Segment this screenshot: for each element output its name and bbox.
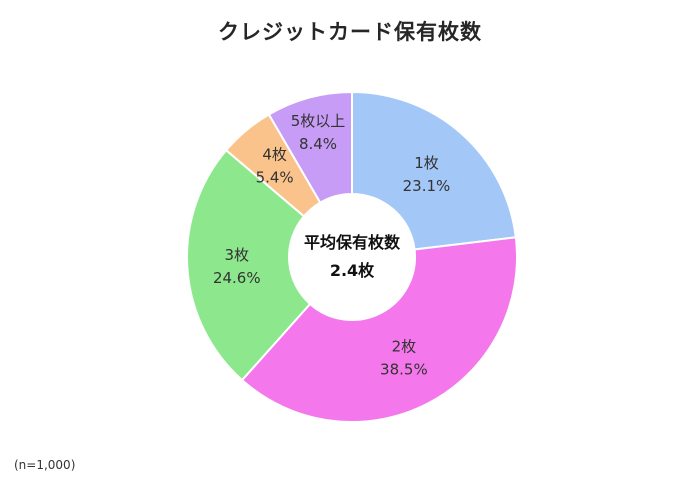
sample-size-note: (n=1,000): [14, 458, 76, 472]
slice-label-3: 3枚 24.6%: [213, 246, 261, 287]
pie-slice-1: [351, 91, 517, 251]
slice-label-4: 4枚 5.4%: [256, 146, 294, 187]
slice-label-2: 2枚 38.5%: [380, 337, 428, 378]
donut-center-label: 平均保有枚数 2.4枚: [304, 229, 400, 285]
slice-label-5: 5枚以上 8.4%: [291, 112, 346, 153]
pie-slice-2: [241, 236, 518, 423]
chart-title: クレジットカード保有枚数: [218, 20, 482, 44]
pie-slice-3: [186, 149, 312, 382]
pie-slice-5: [267, 91, 353, 204]
center-label-line2: 2.4枚: [329, 261, 375, 280]
center-label-line1: 平均保有枚数: [303, 233, 401, 252]
slice-label-1: 1枚 23.1%: [403, 154, 451, 195]
